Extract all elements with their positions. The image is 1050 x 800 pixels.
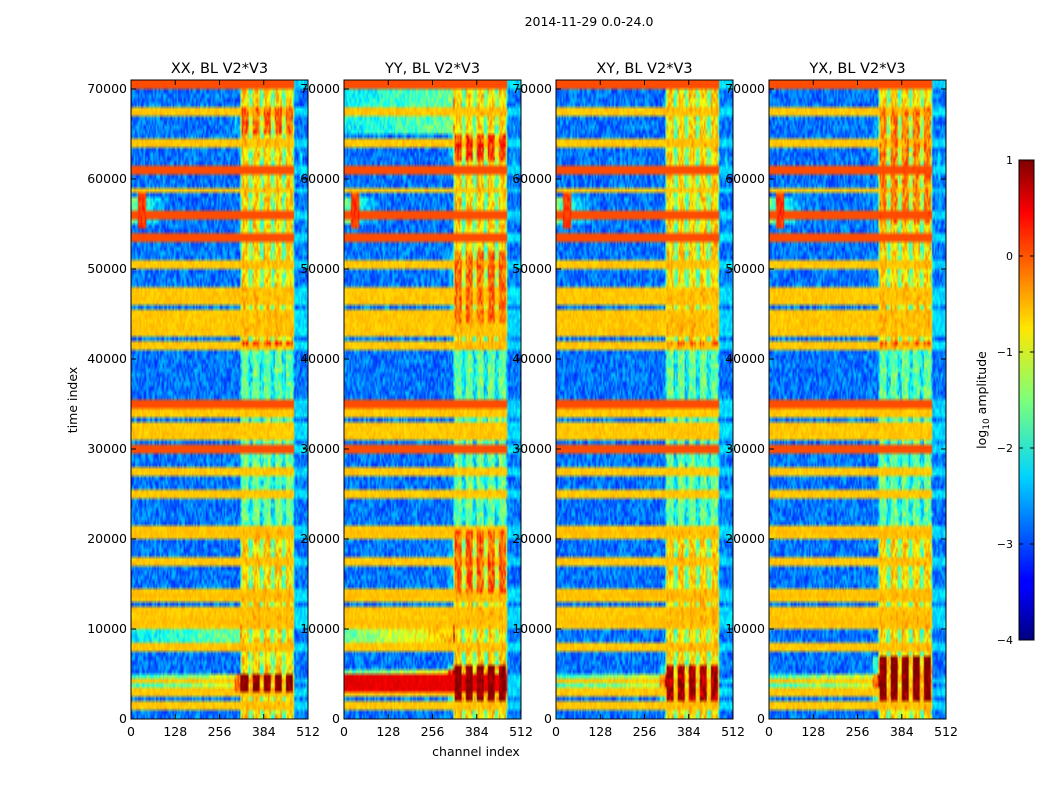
- y-tick-label: 50000: [725, 261, 765, 276]
- x-tick-label: 256: [208, 724, 232, 739]
- x-tick-label: 512: [721, 724, 745, 739]
- y-tick-label: 30000: [300, 441, 340, 456]
- x-tick-label: 128: [376, 724, 400, 739]
- panel-yx: YX, BL V2*V3 0 128 256 384 512 0 10000 20000 3000…: [725, 61, 958, 739]
- x-tick-label: 0: [127, 724, 135, 739]
- y-tick-label: 0: [757, 711, 765, 726]
- panel-xy: XY, BL V2*V3 0 128 256 384 512 0 10000 20000 3000…: [512, 61, 745, 739]
- panel-title: XX, BL V2*V3: [171, 61, 268, 77]
- x-tick-label: 0: [765, 724, 773, 739]
- x-tick-label: 512: [934, 724, 958, 739]
- colorbar-tick-label: −1: [997, 346, 1013, 359]
- x-tick-label: 384: [677, 724, 701, 739]
- y-tick-label: 10000: [300, 621, 340, 636]
- colorbar-label: log10 amplitude: [974, 351, 992, 449]
- heatmap-yx: [769, 80, 946, 719]
- y-tick-label: 20000: [87, 531, 127, 546]
- x-tick-label: 256: [846, 724, 870, 739]
- y-tick-label: 70000: [725, 81, 765, 96]
- colorbar-tick-label: −4: [997, 634, 1013, 647]
- y-tick-label: 20000: [300, 531, 340, 546]
- y-tick-label: 60000: [87, 171, 127, 186]
- x-tick-label: 0: [552, 724, 560, 739]
- y-tick-label: 60000: [300, 171, 340, 186]
- y-tick-label: 50000: [300, 261, 340, 276]
- x-axis-label: channel index: [432, 744, 520, 759]
- panel-yy: YY, BL V2*V3 0 128 256 384 512 0 10000 20000 3000…: [300, 61, 533, 739]
- y-tick-label: 60000: [725, 171, 765, 186]
- x-tick-label: 0: [340, 724, 348, 739]
- y-tick-label: 60000: [512, 171, 552, 186]
- colorbar: 1 0 −1 −2 −3 −4 log10 amplitude: [974, 154, 1035, 647]
- colorbar-tick-label: −3: [997, 538, 1013, 551]
- panels: XX, BL V2*V3 0 128 256 384 512 0 10000 20000 3000…: [87, 61, 958, 739]
- x-tick-label: 128: [163, 724, 187, 739]
- heatmap-xx: [131, 80, 308, 719]
- y-tick-label: 50000: [512, 261, 552, 276]
- y-tick-label: 30000: [512, 441, 552, 456]
- x-tick-label: 512: [296, 724, 320, 739]
- heatmap-yy: [344, 80, 521, 719]
- y-tick-label: 0: [544, 711, 552, 726]
- x-tick-label: 384: [465, 724, 489, 739]
- colorbar-tick-label: −2: [997, 442, 1013, 455]
- figure-title: 2014-11-29 0.0-24.0: [525, 14, 654, 29]
- y-axis-label: time index: [65, 367, 80, 433]
- y-tick-label: 70000: [300, 81, 340, 96]
- y-tick-label: 0: [119, 711, 127, 726]
- y-tick-label: 40000: [725, 351, 765, 366]
- panel-xx: XX, BL V2*V3 0 128 256 384 512 0 10000 20000 3000…: [87, 61, 320, 739]
- y-tick-label: 70000: [87, 81, 127, 96]
- y-tick-label: 40000: [512, 351, 552, 366]
- y-tick-label: 10000: [87, 621, 127, 636]
- x-tick-label: 256: [633, 724, 657, 739]
- panel-title: YX, BL V2*V3: [808, 61, 905, 77]
- y-tick-label: 40000: [300, 351, 340, 366]
- y-tick-label: 50000: [87, 261, 127, 276]
- colorbar-gradient: [1018, 159, 1035, 641]
- x-tick-label: 384: [252, 724, 276, 739]
- x-tick-label: 128: [588, 724, 612, 739]
- y-tick-label: 30000: [87, 441, 127, 456]
- y-tick-label: 20000: [725, 531, 765, 546]
- x-tick-label: 512: [509, 724, 533, 739]
- x-tick-label: 128: [801, 724, 825, 739]
- panel-title: XY, BL V2*V3: [596, 61, 692, 77]
- y-tick-label: 20000: [512, 531, 552, 546]
- y-tick-label: 70000: [512, 81, 552, 96]
- x-tick-label: 384: [890, 724, 914, 739]
- heatmap-xy: [556, 80, 733, 719]
- y-tick-label: 10000: [725, 621, 765, 636]
- x-tick-label: 256: [421, 724, 445, 739]
- y-tick-label: 10000: [512, 621, 552, 636]
- y-tick-label: 0: [332, 711, 340, 726]
- panel-title: YY, BL V2*V3: [384, 61, 480, 77]
- y-tick-label: 30000: [725, 441, 765, 456]
- colorbar-tick-label: 1: [1006, 154, 1013, 167]
- y-tick-label: 40000: [87, 351, 127, 366]
- colorbar-tick-label: 0: [1006, 250, 1013, 263]
